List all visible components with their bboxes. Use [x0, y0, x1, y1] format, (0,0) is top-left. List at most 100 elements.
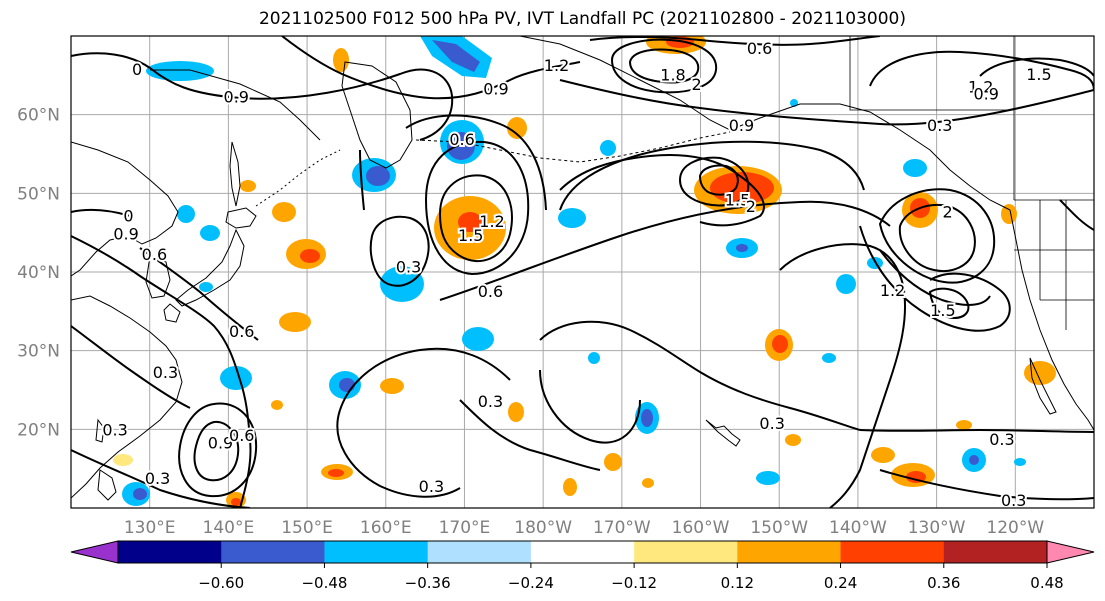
map-title: 2021102500 F012 500 hPa PV, IVT Landfall…	[258, 9, 906, 29]
pv-anomaly-blob	[113, 454, 133, 466]
contour-value-label: 0.6	[229, 426, 254, 445]
contour-value-label: 0.3	[989, 430, 1014, 449]
contour-value-label: 0.3	[153, 363, 178, 382]
colorbar-tick-label: −0.60	[198, 574, 244, 592]
pv-anomaly-blob	[432, 40, 480, 72]
ivt-contour	[369, 215, 430, 287]
contour-value-label: 0.3	[102, 420, 127, 439]
ivt-contour	[859, 428, 1094, 433]
longitude-label: 180°W	[514, 518, 572, 538]
pv-anomaly-blob	[380, 266, 424, 302]
ivt-contour	[698, 164, 739, 196]
ivt-contour	[879, 249, 991, 306]
colorbar-tick-label: 0.36	[927, 574, 960, 592]
philippines-islands	[97, 469, 117, 501]
pv-anomaly-blob	[785, 434, 801, 446]
longitude-label: 140°E	[203, 518, 255, 538]
ivt-contours-layer	[71, 36, 1094, 508]
pv-anomaly-blob	[969, 455, 979, 465]
contour-value-label: 0.6	[449, 130, 474, 149]
korea-peninsula	[145, 255, 171, 299]
pv-anomaly-blob	[366, 166, 390, 186]
contour-value-label: 0.3	[478, 392, 503, 411]
latitude-label: 50°N	[17, 184, 60, 204]
ivt-contour	[439, 200, 891, 301]
contour-value-label: 1.2	[880, 281, 905, 300]
pv-anomaly-blob	[339, 378, 355, 392]
ivt-contour	[71, 208, 131, 217]
longitude-label: 160°W	[672, 518, 730, 538]
pv-anomaly-blob	[558, 208, 586, 228]
contour-value-label: 2	[692, 75, 702, 94]
japan-hokkaido	[225, 207, 257, 229]
ivt-contour	[139, 247, 259, 341]
colorbar-outline	[117, 540, 1048, 564]
pv-anomaly-blob	[563, 478, 577, 496]
colorbar-segment	[118, 541, 222, 563]
contour-value-label: 2	[943, 202, 953, 221]
pv-anomaly-blob	[458, 212, 482, 232]
contour-value-label: 0.6	[229, 322, 254, 341]
pv-anomaly-blob	[231, 498, 241, 506]
ivt-contour	[71, 52, 454, 141]
contour-value-label: 1.5	[458, 226, 483, 245]
ivt-contour	[539, 320, 861, 431]
alaska-canada-border	[849, 36, 1014, 111]
ivt-contour	[339, 347, 511, 411]
contour-value-label: 0.6	[478, 282, 503, 301]
contour-value-label: 0.3	[927, 116, 952, 135]
longitude-label: 150°E	[281, 518, 333, 538]
pv-anomaly-blob	[836, 274, 856, 294]
contour-value-label: 0.6	[747, 39, 772, 58]
ivt-contour	[281, 36, 581, 100]
colorbar-segment	[427, 541, 532, 563]
pv-anomaly-blob	[133, 488, 147, 500]
colorbar-segment	[324, 541, 429, 563]
pv-anomaly-blob	[447, 132, 475, 160]
ivt-contour	[405, 114, 547, 211]
longitude-label: 120°W	[986, 518, 1044, 538]
pv-anomaly-blob	[146, 61, 214, 81]
ivt-contour	[610, 38, 718, 94]
pv-anomaly-blob	[333, 48, 349, 72]
ivt-contour	[589, 36, 881, 46]
ivt-contour	[879, 469, 1094, 501]
lat-lon-gridlines	[71, 36, 1094, 508]
contour-value-label: 2	[746, 197, 756, 216]
contour-value-label: 0	[123, 206, 133, 225]
colorbar-tick-label: 0.24	[824, 574, 857, 592]
pv-anomaly-blob	[1024, 361, 1056, 385]
pv-anomaly-blob	[956, 420, 972, 430]
longitude-label: 170°W	[593, 518, 651, 538]
contour-value-label: 0.9	[113, 224, 138, 243]
ivt-contour	[71, 235, 252, 508]
pv-anomaly-blob	[871, 447, 895, 463]
pv-anomaly-blob	[271, 400, 283, 410]
map-frame	[70, 35, 1095, 509]
ivt-contour	[559, 79, 1094, 126]
contour-value-label: 0.9	[224, 88, 249, 107]
colorbar-segment	[840, 541, 945, 563]
pv-anomaly-blob	[588, 352, 600, 364]
pv-anomaly-blob	[200, 225, 220, 241]
pv-anomaly-blob	[756, 471, 780, 485]
asia-coastline	[71, 295, 183, 499]
ivt-contour	[559, 140, 865, 211]
contour-value-label: 0.9	[208, 434, 233, 453]
colorbar-tick-label: 0.48	[1030, 574, 1063, 592]
ivt-contour	[359, 149, 365, 211]
state-borders	[1013, 36, 1094, 330]
longitude-label: 130°E	[124, 518, 176, 538]
colorbar-max-extension	[1046, 540, 1095, 564]
kuril-islands	[255, 149, 341, 207]
colorbar-segment	[737, 541, 842, 563]
ivt-contour	[459, 399, 601, 471]
contour-value-label: 0.9	[483, 80, 508, 99]
contour-labels-layer: 0.90.60.60.30.90.60.30.30.60.91.21.50.60…	[100, 37, 1053, 508]
longitude-label: 170°E	[439, 518, 491, 538]
ivt-contour	[878, 188, 996, 284]
pv-anomaly-blob	[1014, 458, 1026, 466]
contour-value-label: 1.8	[660, 66, 685, 85]
longitude-label: 130°W	[908, 518, 966, 538]
pv-anomaly-blob	[380, 378, 404, 394]
